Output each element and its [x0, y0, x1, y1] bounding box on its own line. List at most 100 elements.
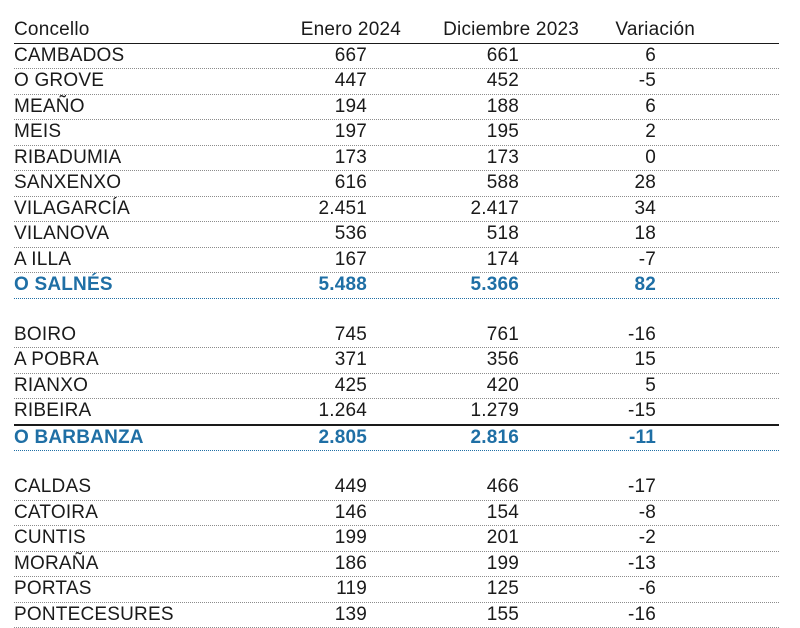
cell-concello: PONTECESURES — [14, 604, 174, 626]
cell-concello: RIBADUMIA — [14, 147, 121, 169]
cell-concello: MEIS — [14, 121, 61, 143]
group-spacer — [14, 299, 779, 323]
cell-diciembre: 518 — [487, 223, 519, 245]
cell-variacion: -15 — [628, 400, 656, 422]
cell-enero: 667 — [335, 45, 367, 67]
cell-enero: 167 — [335, 249, 367, 271]
cell-diciembre: 2.417 — [470, 198, 519, 220]
cell-enero: 173 — [335, 147, 367, 169]
cell-variacion: -16 — [628, 604, 656, 626]
total-row-o-barbanza: O BARBANZA 2.805 2.816 -11 — [14, 424, 779, 452]
cell-diciembre: 466 — [487, 476, 519, 498]
cell-concello: VILANOVA — [14, 223, 109, 245]
table-row: BOIRO 745 761 -16 — [14, 323, 779, 349]
cell-enero: 139 — [335, 604, 367, 626]
cell-diciembre: 588 — [487, 172, 519, 194]
cell-concello: O GROVE — [14, 70, 104, 92]
column-header-concello: Concello — [14, 19, 90, 41]
cell-concello: MEAÑO — [14, 96, 85, 118]
cell-diciembre: 452 — [487, 70, 519, 92]
cell-enero: 119 — [336, 578, 367, 600]
total-variacion: 82 — [634, 274, 656, 296]
cell-diciembre: 174 — [487, 249, 519, 271]
cell-variacion: -8 — [639, 502, 656, 524]
cell-variacion: 2 — [645, 121, 656, 143]
table-row: PORTAS 119 125 -6 — [14, 577, 779, 603]
cell-diciembre: 1.279 — [470, 400, 519, 422]
cell-enero: 371 — [335, 349, 367, 371]
table-header: Concello Enero 2024 Diciembre 2023 Varia… — [14, 18, 779, 44]
cell-enero: 146 — [335, 502, 367, 524]
cell-diciembre: 420 — [487, 375, 519, 397]
table-row: CUNTIS 199 201 -2 — [14, 526, 779, 552]
column-header-enero-2024: Enero 2024 — [301, 19, 401, 41]
cell-diciembre: 125 — [487, 578, 519, 600]
table-row: RIBADUMIA 173 173 0 — [14, 146, 779, 172]
cell-enero: 199 — [335, 527, 367, 549]
table-row: O GROVE 447 452 -5 — [14, 69, 779, 95]
cell-variacion: -5 — [639, 70, 656, 92]
cell-concello: A POBRA — [14, 349, 99, 371]
cell-variacion: 0 — [645, 147, 656, 169]
cell-diciembre: 188 — [487, 96, 519, 118]
cell-diciembre: 356 — [487, 349, 519, 371]
cell-diciembre: 154 — [487, 502, 519, 524]
cell-variacion: 34 — [634, 198, 656, 220]
cell-enero: 536 — [335, 223, 367, 245]
cell-concello: BOIRO — [14, 324, 76, 346]
table-row: MEIS 197 195 2 — [14, 120, 779, 146]
cell-variacion: 5 — [645, 375, 656, 397]
total-row-o-salnes: O SALNÉS 5.488 5.366 82 — [14, 273, 779, 299]
cell-enero: 449 — [335, 476, 367, 498]
cell-variacion: 28 — [634, 172, 656, 194]
total-diciembre: 5.366 — [470, 274, 519, 296]
total-name: O BARBANZA — [14, 427, 144, 449]
table-row: SANXENXO 616 588 28 — [14, 171, 779, 197]
cell-variacion: 18 — [634, 223, 656, 245]
cell-variacion: -2 — [639, 527, 656, 549]
cell-enero: 194 — [335, 96, 367, 118]
cell-enero: 1.264 — [318, 400, 367, 422]
cell-concello: RIBEIRA — [14, 400, 91, 422]
cell-concello: CAMBADOS — [14, 45, 124, 67]
cell-diciembre: 201 — [487, 527, 519, 549]
data-table: Concello Enero 2024 Diciembre 2023 Varia… — [14, 18, 779, 628]
table-row: MEAÑO 194 188 6 — [14, 95, 779, 121]
cell-enero: 745 — [335, 324, 367, 346]
cell-enero: 2.451 — [318, 198, 367, 220]
cell-concello: PORTAS — [14, 578, 92, 600]
cell-enero: 425 — [335, 375, 367, 397]
cell-enero: 197 — [335, 121, 367, 143]
cell-variacion: -16 — [628, 324, 656, 346]
cell-variacion: 6 — [645, 45, 656, 67]
table-row: RIBEIRA 1.264 1.279 -15 — [14, 399, 779, 424]
cell-enero: 616 — [335, 172, 367, 194]
total-diciembre: 2.816 — [470, 427, 519, 449]
total-enero: 2.805 — [318, 427, 367, 449]
total-variacion: -11 — [629, 427, 656, 449]
cell-concello: CALDAS — [14, 476, 91, 498]
cell-enero: 447 — [335, 70, 367, 92]
cell-concello: A ILLA — [14, 249, 71, 271]
cell-diciembre: 195 — [487, 121, 519, 143]
total-enero: 5.488 — [318, 274, 367, 296]
column-header-diciembre-2023: Diciembre 2023 — [443, 19, 579, 41]
cell-concello: VILAGARCÍA — [14, 198, 130, 220]
cell-variacion: 6 — [645, 96, 656, 118]
column-header-variacion: Variación — [615, 19, 695, 41]
total-name: O SALNÉS — [14, 274, 113, 296]
cell-concello: SANXENXO — [14, 172, 121, 194]
cell-diciembre: 173 — [487, 147, 519, 169]
cell-concello: MORAÑA — [14, 553, 99, 575]
cell-variacion: -6 — [639, 578, 656, 600]
group-spacer — [14, 451, 779, 475]
cell-diciembre: 761 — [487, 324, 519, 346]
cell-concello: CUNTIS — [14, 527, 86, 549]
